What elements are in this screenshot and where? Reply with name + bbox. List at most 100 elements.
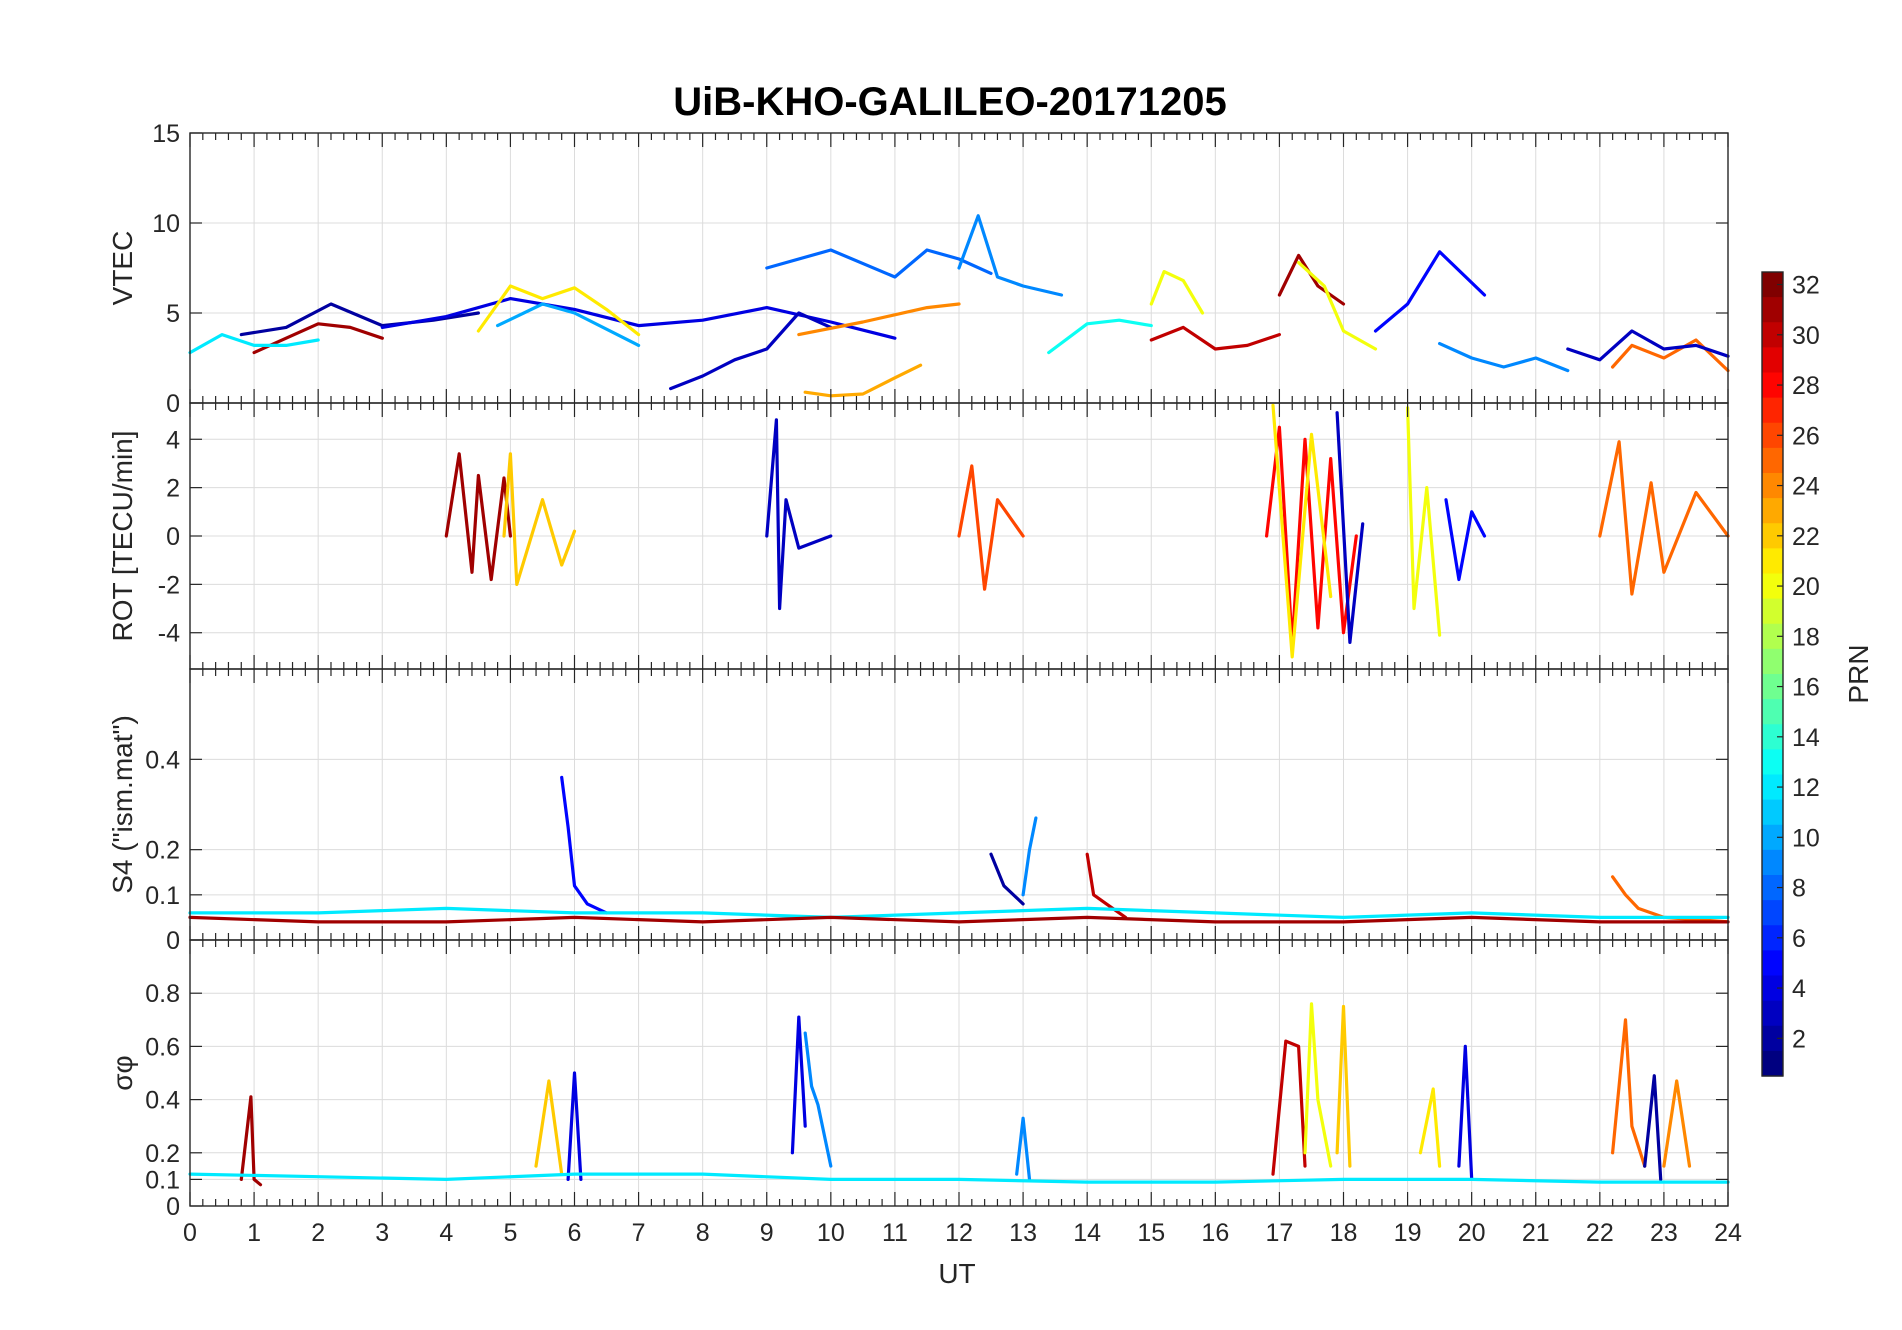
y-tick-label: 2 (166, 475, 180, 503)
x-tick-label: 7 (632, 1219, 646, 1247)
colorbar-tick-label: 10 (1792, 824, 1820, 852)
x-tick-label: 23 (1650, 1219, 1678, 1247)
y-tick-label: 5 (166, 300, 180, 328)
y-tick-label: 0.1 (145, 882, 180, 910)
series-line-prn-3 (668, 311, 833, 391)
colorbar-swatch (1762, 1000, 1783, 1027)
series-line-prn-25 (1610, 875, 1730, 924)
colorbar-swatch (1762, 548, 1783, 575)
series-line-prn-12 (188, 333, 320, 355)
y-tick-label: 0 (166, 927, 180, 955)
y-tick-label: 0 (166, 523, 180, 551)
y-tick-label: 0.4 (145, 1087, 180, 1115)
series-line-prn-20 (1296, 261, 1378, 351)
x-tick-label: 9 (760, 1219, 774, 1247)
y-tick-label: 0.6 (145, 1033, 180, 1061)
colorbar-swatch (1762, 799, 1783, 826)
x-tick-label: 13 (1009, 1219, 1037, 1247)
panel-vtec: 0 5 10 15 VTEC (107, 120, 1730, 418)
colorbar-swatch (1762, 699, 1783, 725)
x-tick-label: 6 (568, 1219, 582, 1247)
series-line-prn-12 (188, 1172, 1730, 1184)
series-line-prn-20 (1149, 270, 1205, 315)
series-line-prn-2 (989, 852, 1025, 906)
y-tick-label: 15 (152, 120, 180, 148)
series-line-prn-21 (1418, 1087, 1442, 1168)
series-line-prn-3 (1566, 329, 1730, 362)
series-line-prn-22 (1335, 1004, 1352, 1168)
y-tick-label: 0.2 (145, 837, 180, 865)
colorbar-tick-label: 30 (1792, 322, 1820, 350)
y-tick-label: 4 (166, 426, 180, 454)
x-tick-label: 22 (1586, 1219, 1614, 1247)
series-line-prn-22 (502, 452, 577, 587)
series-line-prn-25 (1610, 338, 1730, 373)
colorbar-swatch (1762, 975, 1783, 1002)
colorbar-swatch (1762, 774, 1783, 801)
colorbar-tick-label: 32 (1792, 272, 1820, 300)
series-line-prn-4 (790, 1015, 807, 1155)
y-tick-label: 0.2 (145, 1140, 180, 1168)
series-line-prn-9 (803, 1031, 833, 1168)
y-axis-label: S4 ("ism.mat") (107, 715, 138, 894)
series-line-prn-5 (560, 775, 609, 915)
series-line-prn-30 (1271, 1039, 1307, 1176)
y-axis-label: σφ (107, 1055, 138, 1090)
series-line-prn-31 (252, 322, 384, 355)
series-line-prn-25 (1598, 440, 1730, 596)
series-line-prn-22 (534, 1079, 564, 1176)
colorbar-swatch (1762, 749, 1783, 776)
series-line-prn-10 (496, 302, 641, 347)
colorbar-swatch (1762, 1025, 1783, 1052)
colorbar-swatch (1762, 598, 1783, 625)
colorbar-tick-label: 22 (1792, 523, 1820, 551)
colorbar-tick-label: 16 (1792, 674, 1820, 702)
x-tick-label: 1 (247, 1219, 261, 1247)
x-tick-label: 21 (1522, 1219, 1550, 1247)
colorbar-swatch (1762, 422, 1783, 449)
series-line-prn-9 (1021, 816, 1038, 897)
x-tick-label: 5 (503, 1219, 517, 1247)
colorbar-swatch (1762, 900, 1783, 926)
colorbar-tick-label: 12 (1792, 774, 1820, 802)
x-tick-label: 17 (1266, 1219, 1294, 1247)
colorbar-tick-label: 14 (1792, 724, 1820, 752)
y-axis-label: ROT [TECU/min] (107, 430, 138, 641)
colorbar-swatch (1762, 297, 1783, 323)
colorbar-swatch (1762, 875, 1783, 901)
series-line-prn-21 (1271, 403, 1333, 659)
y-tick-label: 0.8 (145, 980, 180, 1008)
panel-s4: 0 0.1 0.2 0.4S4 ("ism.mat") (107, 668, 1730, 955)
series-line-prn-28 (1264, 425, 1358, 647)
series-line-prn-26 (957, 464, 1025, 591)
y-tick-label: 0 (166, 1193, 180, 1221)
colorbar-swatch (1762, 397, 1783, 424)
x-tick-label: 16 (1201, 1219, 1229, 1247)
x-tick-label: 10 (817, 1219, 845, 1247)
series-line-prn-31 (188, 915, 1730, 924)
colorbar-swatch (1762, 372, 1783, 399)
series-line-prn-4 (1457, 1044, 1474, 1182)
y-tick-label: 10 (152, 210, 180, 238)
series-line-prn-5 (1444, 498, 1487, 582)
panel-rot: -4 -2 0 2 4 ROT [TECU/min] (107, 402, 1730, 670)
y-axis-label: VTEC (107, 231, 138, 306)
colorbar-swatch (1762, 824, 1783, 851)
series-line-prn-31 (1277, 253, 1346, 306)
series-line-prn-9 (1437, 342, 1570, 373)
y-tick-label: -4 (158, 620, 180, 648)
y-tick-label: 0.1 (145, 1166, 180, 1194)
series-line-prn-24 (797, 302, 961, 337)
series-line-prn-5 (1373, 250, 1487, 333)
series-line-prn-20 (1405, 406, 1442, 637)
colorbar-swatch (1762, 648, 1783, 675)
x-tick-label: 12 (945, 1219, 973, 1247)
colorbar-tick-label: 8 (1792, 875, 1806, 903)
colorbar-swatch (1762, 573, 1783, 600)
x-tick-label: 11 (882, 1219, 908, 1247)
colorbar-swatch (1762, 1050, 1783, 1077)
colorbar-tick-label: 24 (1792, 473, 1820, 501)
colorbar-tick-label: 4 (1792, 975, 1806, 1003)
